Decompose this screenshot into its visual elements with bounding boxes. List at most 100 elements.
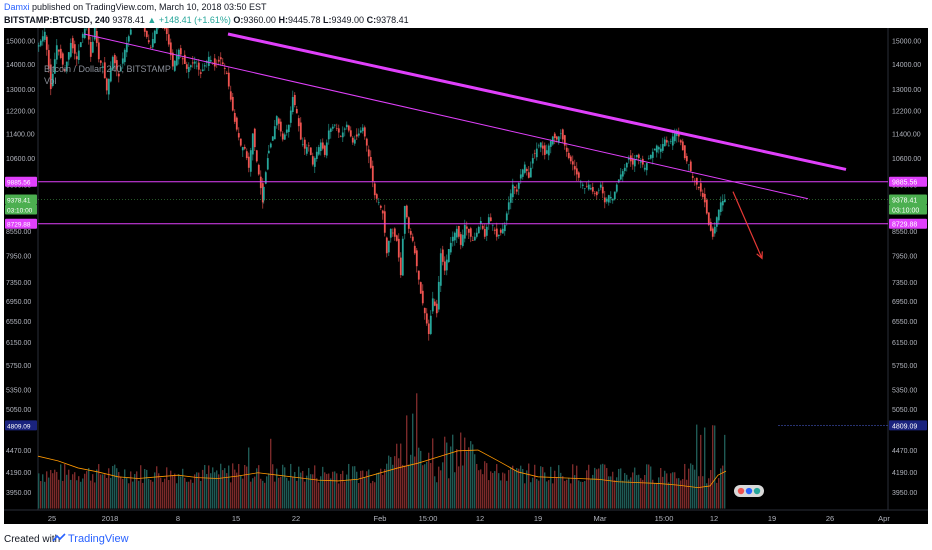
volume-bar: [580, 481, 582, 509]
tradingview-brand-link[interactable]: TradingView: [68, 533, 129, 545]
volume-bar: [466, 451, 468, 509]
candle-body: [103, 62, 106, 79]
candle-body: [545, 150, 548, 154]
candle-body: [587, 184, 590, 190]
candle-body: [371, 165, 374, 182]
candle-body: [571, 161, 574, 165]
volume-bar: [634, 467, 636, 509]
candle-body: [597, 189, 600, 191]
price-chart[interactable]: 15000.00 15000.00 14000.00 14000.00 13000.00…: [4, 28, 928, 524]
candle-body: [691, 176, 694, 178]
candle-body: [355, 134, 358, 137]
candle-body: [661, 144, 664, 151]
candle-body: [643, 167, 646, 170]
candle-body: [541, 145, 544, 149]
candle-body: [163, 28, 166, 30]
candle-body: [595, 191, 598, 196]
volume-bar: [90, 480, 92, 509]
y-tick-label-left: 5750.00: [6, 363, 31, 370]
candle-body: [319, 142, 322, 152]
candle-body: [171, 52, 174, 67]
candle-body: [641, 158, 644, 165]
volume-bar: [78, 476, 80, 509]
candle-body: [543, 145, 546, 155]
volume-bar: [562, 476, 564, 509]
candle-body: [407, 217, 410, 229]
volume-bar: [670, 473, 672, 509]
volume-bar: [320, 476, 322, 509]
y-tick-label-right: 5050.00: [892, 407, 917, 414]
candle-body: [429, 315, 432, 334]
candle-body: [489, 217, 492, 222]
volume-bar: [310, 474, 312, 509]
candle-body: [175, 55, 178, 66]
candle-body: [275, 116, 278, 126]
volume-bar: [500, 480, 502, 509]
candle-body: [443, 261, 446, 271]
candle-body: [191, 62, 194, 64]
volume-bar: [154, 472, 156, 509]
volume-bar: [86, 471, 88, 509]
volume-bar: [644, 474, 646, 509]
volume-bar: [488, 480, 490, 509]
candle-body: [409, 231, 412, 235]
volume-bar: [220, 463, 222, 509]
volume-bar: [156, 466, 158, 509]
candle-body: [311, 156, 314, 165]
volume-bar: [74, 472, 76, 509]
candle-body: [305, 147, 308, 154]
volume-bar: [612, 471, 614, 509]
volume-bar: [102, 474, 104, 509]
volume-bar: [578, 480, 580, 509]
volume-bar: [358, 483, 360, 509]
volume-bar: [546, 481, 548, 509]
candle-body: [401, 238, 404, 276]
candle-body: [339, 136, 342, 137]
candle-body: [449, 242, 452, 253]
volume-bar: [650, 466, 652, 509]
candle-body: [313, 158, 316, 167]
candle-body: [75, 56, 78, 60]
candle-body: [427, 323, 430, 335]
candle-body: [657, 147, 660, 150]
volume-bar: [468, 447, 470, 509]
candle-body: [709, 221, 712, 231]
x-tick-label: 15: [232, 514, 240, 523]
candle-body: [173, 60, 176, 71]
author-link[interactable]: Damxi: [4, 2, 30, 12]
candle-body: [539, 142, 542, 148]
volume-bar: [44, 481, 46, 509]
candle-body: [485, 226, 488, 236]
volume-bar: [110, 477, 112, 509]
volume-bar: [238, 463, 240, 509]
candle-body: [515, 189, 518, 192]
volume-bar: [686, 479, 688, 509]
candle-body: [707, 212, 710, 225]
volume-bar: [388, 455, 390, 509]
price-tag-right-text: 03:10:00: [892, 208, 919, 215]
candle-body: [475, 232, 478, 237]
candle-body: [721, 200, 724, 206]
last-price: 9378.41: [112, 15, 145, 25]
candle-body: [537, 145, 540, 147]
volume-bar: [138, 480, 140, 509]
y-tick-label-right: 7350.00: [892, 280, 917, 287]
volume-bar: [338, 483, 340, 509]
candle-body: [523, 164, 526, 173]
candle-body: [67, 52, 70, 60]
candle-body: [41, 36, 44, 42]
candle-body: [99, 60, 102, 63]
candle-body: [266, 158, 269, 170]
candle-body: [627, 158, 630, 160]
volume-bar: [700, 434, 702, 509]
candle-body: [483, 229, 486, 237]
candle-body: [363, 127, 366, 137]
volume-bar: [52, 473, 54, 509]
candle-body: [317, 147, 320, 155]
chart-area[interactable]: 15000.00 15000.00 14000.00 14000.00 13000.00…: [4, 28, 928, 524]
volume-bar: [636, 475, 638, 509]
volume-bar: [668, 482, 670, 509]
volume-bar: [96, 469, 98, 509]
volume-bar: [376, 473, 378, 509]
volume-bar: [278, 477, 280, 509]
